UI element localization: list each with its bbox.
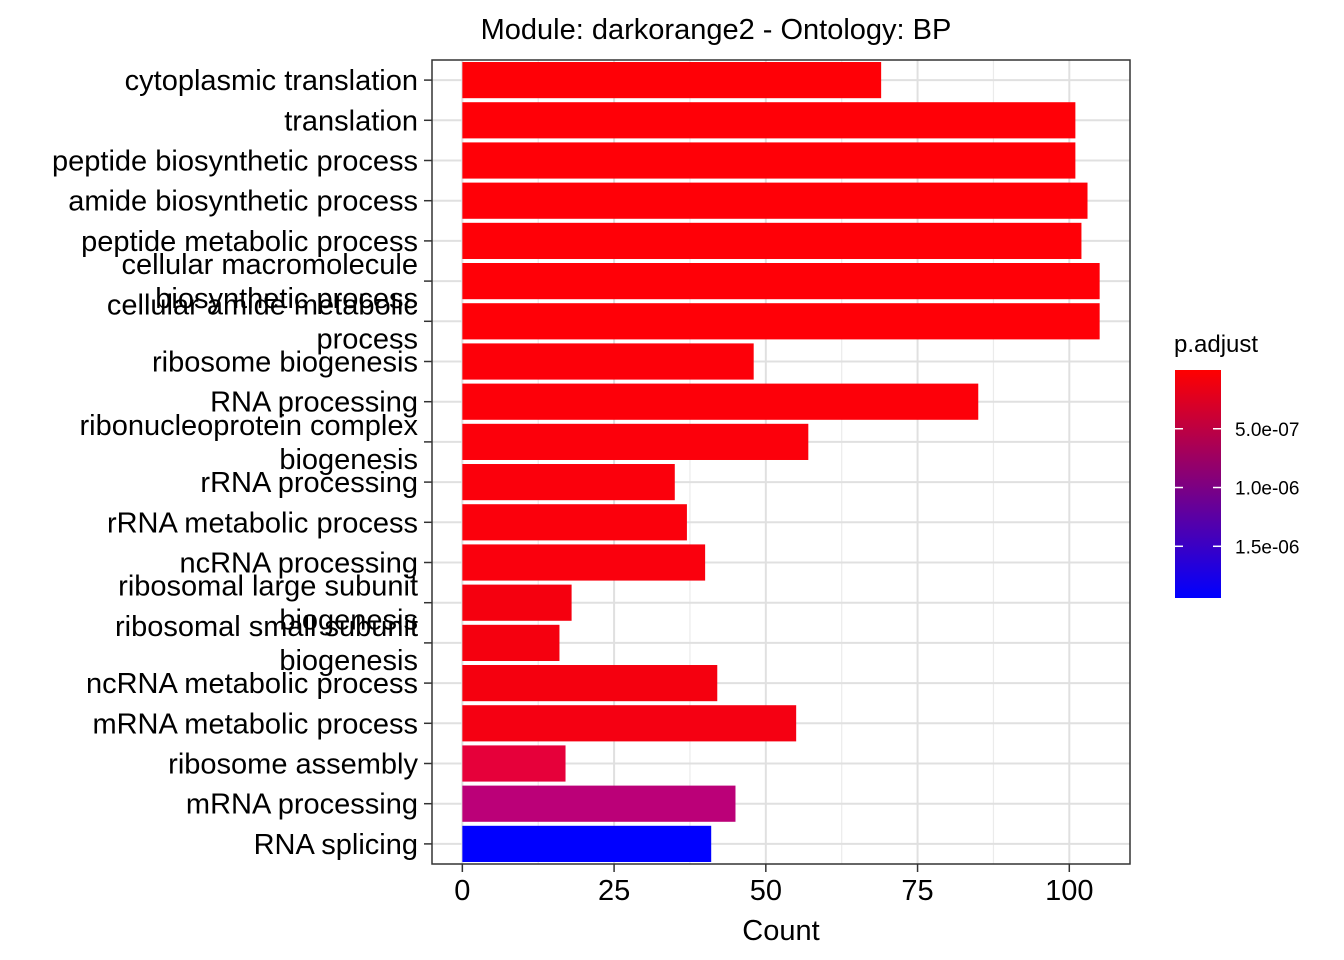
bar	[462, 825, 712, 862]
y-tick-label: ribosome biogenesis	[152, 347, 418, 379]
bar	[462, 423, 809, 460]
y-tick-label: biogenesis	[279, 605, 418, 637]
bar	[462, 745, 566, 782]
bar	[462, 665, 718, 702]
y-tick-label: RNA splicing	[254, 829, 418, 861]
y-tick-label: peptide metabolic process	[81, 226, 418, 258]
bar	[462, 504, 687, 541]
y-tick-label: cytoplasmic translation	[125, 65, 418, 97]
bar	[462, 263, 1100, 300]
y-tick-label: rRNA processing	[200, 467, 418, 499]
y-tick-label: peptide biosynthetic process	[52, 146, 418, 178]
y-tick-label: ribonucleoprotein complex	[79, 410, 418, 442]
y-tick-label: biogenesis	[279, 444, 418, 476]
y-tick-label: ncRNA processing	[179, 548, 418, 580]
bar	[462, 785, 736, 822]
color-legend: p.adjust 5.0e-07 1.0e-06 1.5e-06	[1174, 331, 1299, 598]
legend-title: p.adjust	[1174, 331, 1258, 358]
y-tick-label: biosynthetic process	[155, 283, 418, 315]
bar	[462, 222, 1082, 259]
y-tick-label: process	[316, 323, 418, 355]
y-tick-label: cellular macromolecule	[121, 249, 418, 281]
bar	[462, 584, 572, 621]
bar	[462, 383, 979, 420]
y-tick-label: cellular amide metabolic	[107, 289, 418, 321]
y-tick-label: RNA processing	[210, 387, 418, 419]
x-tick-label: 75	[901, 875, 933, 907]
bar	[462, 303, 1100, 340]
y-tick-label: ribosomal small subunit	[115, 611, 418, 643]
legend-tick-label: 5.0e-07	[1235, 420, 1299, 441]
chart-title: Module: darkorange2 - Ontology: BP	[481, 14, 952, 46]
y-tick-label: amide biosynthetic process	[68, 186, 418, 218]
legend-ticks: 5.0e-07 1.0e-06 1.5e-06	[1175, 420, 1299, 558]
bar	[462, 62, 882, 99]
y-tick-label: rRNA metabolic process	[107, 507, 418, 539]
bar	[462, 343, 754, 380]
y-tick-label: mRNA metabolic process	[92, 708, 418, 740]
x-tick-label: 50	[750, 875, 782, 907]
y-axis-ticks: cytoplasmic translation translation peptid…	[52, 65, 432, 861]
y-tick-label: ribosomal large subunit	[118, 571, 418, 603]
x-tick-label: 25	[598, 875, 630, 907]
bars	[462, 62, 1100, 862]
bar	[462, 182, 1088, 219]
y-tick-label: ribosome assembly	[168, 749, 418, 781]
legend-tick-label: 1.5e-06	[1235, 537, 1299, 558]
y-tick-label: translation	[284, 105, 418, 137]
y-tick-label: biogenesis	[279, 645, 418, 677]
x-axis-label: Count	[742, 915, 819, 947]
bar	[462, 464, 675, 501]
plot-panel	[432, 60, 1130, 864]
legend-tick-label: 1.0e-06	[1235, 479, 1299, 500]
bar	[462, 102, 1076, 139]
y-tick-label: ncRNA metabolic process	[86, 668, 418, 700]
legend-colorbar	[1175, 370, 1221, 598]
bar	[462, 142, 1076, 179]
plot-border	[431, 59, 1131, 865]
bar	[462, 705, 797, 742]
y-tick-label: mRNA processing	[186, 789, 418, 821]
bar	[462, 544, 706, 581]
x-axis-ticks: 0 25 50 75 100	[454, 864, 1093, 907]
bar	[462, 624, 560, 661]
x-tick-label: 100	[1045, 875, 1093, 907]
x-tick-label: 0	[454, 875, 470, 907]
